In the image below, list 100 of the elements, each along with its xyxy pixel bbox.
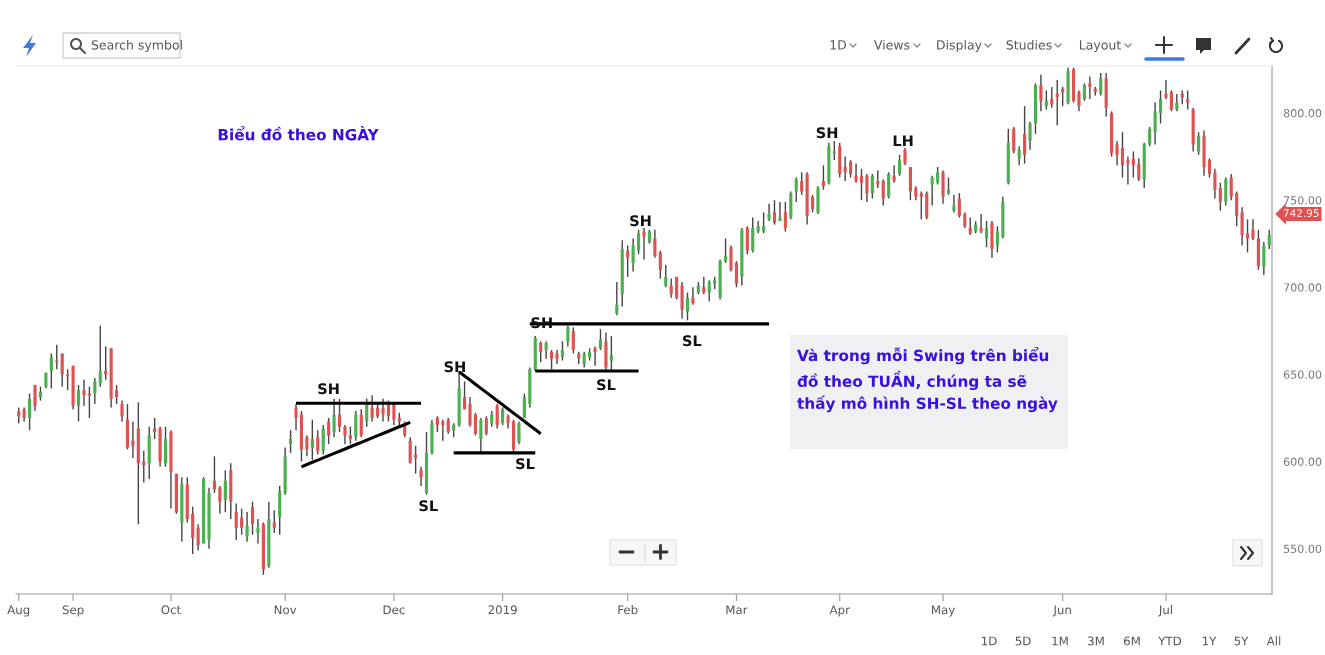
candlestick bbox=[1240, 206, 1244, 247]
candlestick bbox=[1235, 190, 1239, 228]
candlestick bbox=[1245, 218, 1250, 254]
candlestick bbox=[821, 164, 826, 191]
candlestick bbox=[631, 237, 635, 273]
text: 1D bbox=[830, 40, 847, 50]
candlestick bbox=[881, 178, 885, 207]
candlestick bbox=[1148, 126, 1152, 147]
candlestick bbox=[745, 225, 749, 255]
candlestick bbox=[1039, 74, 1043, 113]
candlestick bbox=[593, 345, 597, 367]
x-tick-label: 2019 bbox=[488, 605, 517, 615]
candlestick bbox=[1267, 229, 1271, 250]
annotation: SL bbox=[516, 458, 535, 470]
candlestick bbox=[332, 398, 336, 438]
candlestick bbox=[310, 419, 314, 461]
annotation: SH bbox=[318, 383, 339, 395]
candlestick bbox=[870, 173, 874, 200]
candlestick bbox=[223, 469, 227, 513]
text: Layout bbox=[1079, 40, 1121, 53]
candlestick bbox=[354, 410, 358, 442]
candlestick bbox=[723, 237, 728, 264]
candlestick bbox=[762, 211, 766, 234]
candlestick bbox=[272, 509, 276, 534]
candlestick bbox=[462, 380, 467, 410]
x-tick-label: Jul bbox=[1158, 605, 1172, 617]
text: 3M bbox=[1088, 636, 1104, 646]
text: 5Y bbox=[1234, 636, 1249, 646]
candlestick bbox=[289, 429, 293, 454]
candlestick bbox=[1012, 126, 1016, 154]
y-tick-label: 600.00 bbox=[1283, 457, 1322, 466]
text: 1Y bbox=[1202, 636, 1217, 646]
candlestick bbox=[49, 352, 53, 390]
candlestick bbox=[522, 392, 526, 419]
candlestick bbox=[549, 349, 554, 370]
candlestick bbox=[957, 192, 961, 219]
candlestick bbox=[751, 216, 755, 254]
text: 6M bbox=[1123, 636, 1140, 646]
annotation: SH bbox=[444, 361, 465, 373]
candlestick bbox=[544, 340, 548, 360]
candlestick bbox=[979, 213, 983, 234]
candlestick bbox=[441, 419, 445, 442]
x-tick-label: Sep bbox=[62, 605, 84, 617]
candlestick bbox=[1262, 241, 1266, 276]
candlestick bbox=[245, 511, 249, 543]
x-tick-label: Feb bbox=[618, 605, 638, 615]
annotation: LH bbox=[893, 135, 913, 147]
x-tick-label: Aug bbox=[7, 605, 30, 617]
candlestick bbox=[1169, 89, 1173, 113]
line-series bbox=[299, 420, 412, 469]
candlestick bbox=[984, 220, 989, 248]
candlestick bbox=[685, 291, 690, 322]
x-tick-label: Nov bbox=[274, 605, 297, 615]
candlestick bbox=[571, 326, 575, 355]
candlestick bbox=[408, 436, 412, 465]
annotation: SL bbox=[683, 335, 702, 347]
candlestick bbox=[609, 335, 613, 372]
candlestick bbox=[859, 168, 864, 201]
candlestick bbox=[1115, 140, 1119, 167]
candlestick bbox=[729, 244, 733, 273]
candlestick bbox=[495, 403, 499, 430]
text: 5D bbox=[1015, 636, 1031, 646]
candlestick bbox=[1224, 176, 1228, 207]
candlestick bbox=[76, 384, 81, 423]
candlestick bbox=[120, 399, 124, 423]
candlestick bbox=[1197, 131, 1201, 156]
candlestick bbox=[473, 412, 478, 437]
candlestick bbox=[865, 173, 869, 203]
candlestick bbox=[707, 279, 711, 302]
candlestick bbox=[1099, 72, 1103, 97]
candlestick bbox=[1158, 89, 1163, 125]
candlestick bbox=[1126, 155, 1130, 186]
x-tick-label: Apr bbox=[829, 605, 850, 617]
candlestick bbox=[55, 344, 59, 370]
text: Views bbox=[874, 39, 910, 50]
candlestick bbox=[952, 194, 956, 214]
candlestick bbox=[370, 394, 374, 423]
candlestick bbox=[1164, 79, 1168, 100]
y-tick-label: 650.00 bbox=[1283, 370, 1322, 379]
candlestick bbox=[1229, 173, 1233, 201]
candlestick bbox=[294, 403, 298, 431]
candlestick bbox=[691, 286, 695, 306]
candlestick bbox=[800, 171, 804, 196]
candlestick bbox=[1044, 89, 1048, 111]
text: 742.95 bbox=[1283, 209, 1319, 218]
candlestick bbox=[1251, 218, 1255, 241]
candlestick bbox=[60, 352, 64, 388]
candlestick bbox=[767, 202, 771, 222]
candlestick bbox=[250, 500, 255, 536]
candlestick bbox=[1088, 75, 1092, 100]
candlestick bbox=[772, 199, 777, 226]
candlestick bbox=[1153, 101, 1157, 146]
candlestick bbox=[305, 434, 309, 458]
candlestick bbox=[327, 417, 331, 445]
candlestick bbox=[115, 384, 119, 405]
text: Display bbox=[937, 39, 982, 53]
candlestick bbox=[1131, 150, 1135, 179]
candlestick bbox=[321, 424, 325, 456]
x-tick-label: Mar bbox=[726, 605, 748, 615]
candlestick bbox=[218, 485, 222, 515]
